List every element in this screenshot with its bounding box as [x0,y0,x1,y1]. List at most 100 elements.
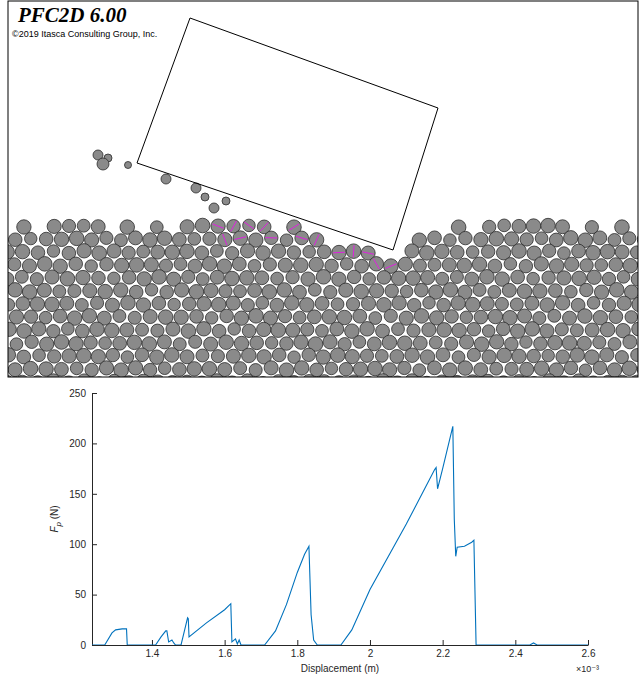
particle [173,363,187,377]
particle [525,296,539,310]
particle [339,362,352,375]
particle [512,219,526,233]
particle [363,273,376,286]
particle [465,297,480,312]
particle [437,323,452,338]
x-axis-line [93,645,589,646]
particle [100,257,114,271]
particle [114,283,128,297]
y-tick-mark [92,443,97,444]
particle [9,310,23,324]
particle [53,285,66,298]
particle [249,309,264,324]
particle [166,322,180,336]
particle [578,309,593,324]
particle [480,297,494,311]
particle [210,270,224,284]
particle [325,362,338,375]
cutter-block [137,18,438,250]
particle [429,336,442,349]
contact-force [244,222,254,229]
particle [415,283,429,297]
particle [278,310,291,323]
particle [339,283,353,297]
particle [69,231,84,246]
x-tick-mark [225,640,226,645]
particle [17,220,31,234]
y-tick-label: 0 [80,640,86,651]
particle [570,348,584,362]
particle [316,270,331,285]
particle [278,258,292,272]
particle [600,348,614,362]
y-tick-mark [92,595,97,596]
particle [157,335,171,349]
x-tick-mark [443,640,444,645]
particle [204,283,218,297]
particle [277,283,292,298]
contact-force [314,234,319,245]
x-tick: 1.8 [291,640,305,659]
particle [436,348,450,362]
particle [226,296,240,310]
contact-force [260,222,268,231]
particle [331,298,344,311]
particle [347,270,360,283]
particle [422,323,436,337]
particle [565,257,579,271]
y-tick-mark [92,494,97,495]
particle [8,233,22,247]
y-tick-label: 100 [69,539,86,550]
particle [127,335,141,349]
particle [232,257,246,271]
y-tick: 0 [80,640,97,651]
particle [460,311,472,323]
particle [617,296,631,310]
particle [593,231,607,245]
particle [226,349,240,363]
particle [482,350,496,364]
particle [375,349,388,362]
particle [255,271,269,285]
particle [558,247,571,260]
particle [265,231,278,244]
particle [542,271,555,284]
loose-particle [161,174,171,184]
particle [37,283,51,297]
particle [8,283,22,297]
particle [505,362,518,375]
particle [353,309,367,323]
particle [39,232,53,246]
particle [443,283,458,298]
particle [196,273,209,286]
particle [317,245,331,259]
particle [8,363,22,377]
particle [369,257,383,271]
particle [25,335,38,348]
particle [307,310,321,324]
particle [220,309,234,323]
particle [106,348,119,361]
particle [76,270,90,284]
particle [498,219,511,232]
particle [84,336,97,349]
particle [534,361,549,376]
particle [390,350,404,364]
particle [272,348,286,362]
x-tick-label: 2.6 [582,648,596,659]
y-axis-line [92,394,93,646]
particle [330,348,345,363]
simulation-copyright: ©2019 Itasca Consulting Group, Inc. [12,29,157,39]
particle [340,258,353,271]
particle [197,322,211,336]
particle [152,296,166,310]
particle [234,285,247,298]
particle [77,348,92,363]
particle [555,323,568,336]
particle [234,362,247,375]
particle [218,232,232,246]
particle [488,309,502,323]
x-tick-mark [370,640,371,645]
particle [481,245,494,258]
particle [115,258,129,272]
